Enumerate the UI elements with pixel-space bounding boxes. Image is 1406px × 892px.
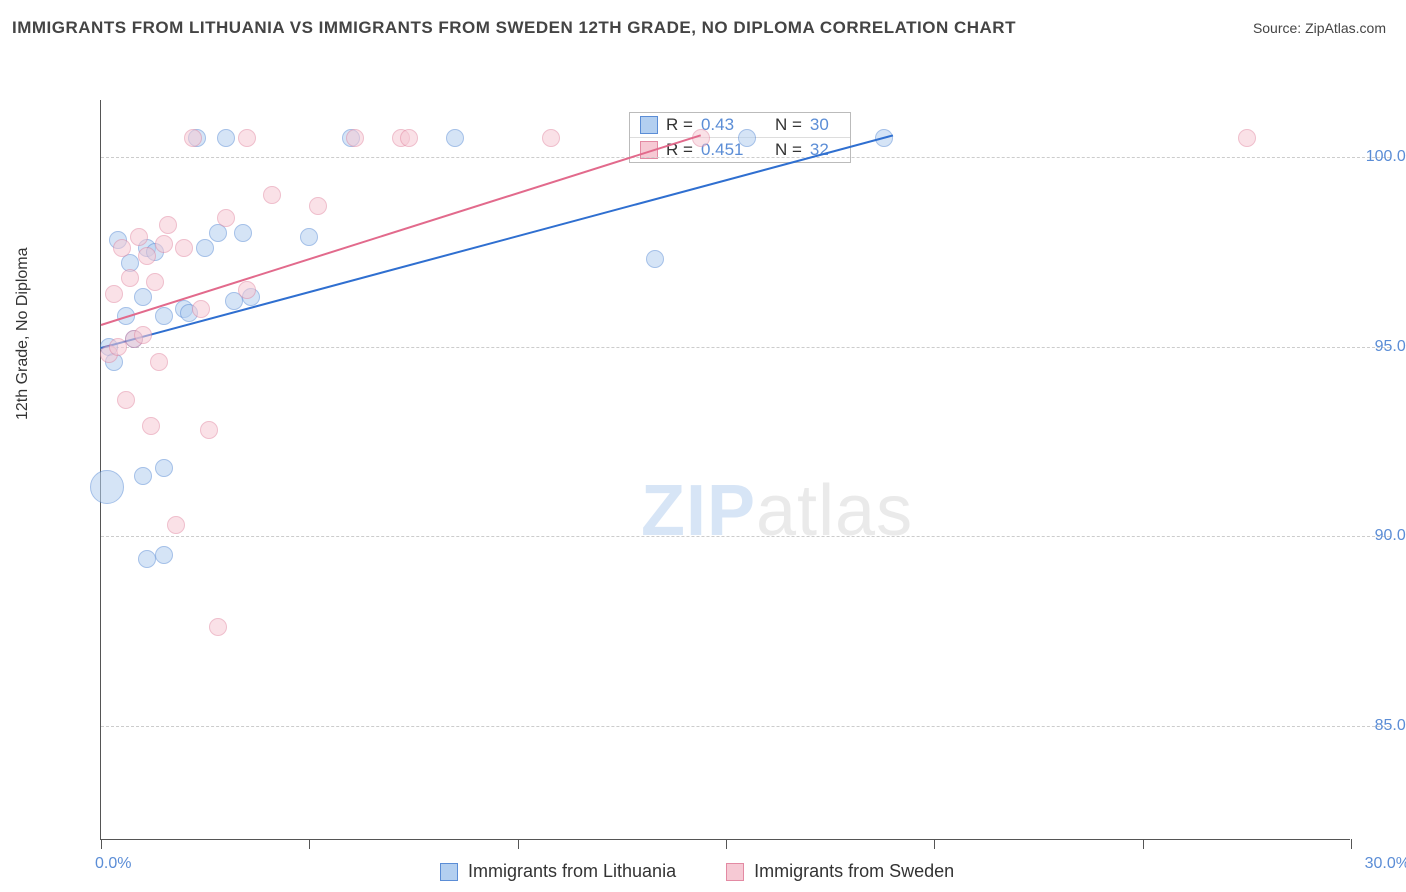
data-point [109,338,127,356]
data-point [138,550,156,568]
data-point [1238,129,1256,147]
data-point [159,216,177,234]
y-tick-label: 95.0% [1375,338,1406,356]
data-point [200,421,218,439]
x-tick [518,839,519,849]
data-point [346,129,364,147]
legend: Immigrants from Lithuania Immigrants fro… [440,861,954,882]
swatch-icon [640,116,658,134]
data-point [155,546,173,564]
y-tick-label: 90.0% [1375,527,1406,545]
x-axis-min-label: 0.0% [95,855,131,873]
data-point [217,129,235,147]
data-point [113,239,131,257]
data-point [184,129,202,147]
data-point [217,209,235,227]
data-point [117,391,135,409]
x-tick [1351,839,1352,849]
x-tick [101,839,102,849]
data-point [134,326,152,344]
gridline [101,157,1390,158]
legend-item-sweden: Immigrants from Sweden [726,861,954,882]
data-point [192,300,210,318]
x-tick [934,839,935,849]
data-point [146,273,164,291]
data-point [134,288,152,306]
data-point [738,129,756,147]
data-point [646,250,664,268]
x-tick [726,839,727,849]
data-point [238,281,256,299]
watermark-atlas: atlas [756,471,913,551]
data-point [155,459,173,477]
gridline [101,726,1390,727]
data-point [209,618,227,636]
data-point [167,516,185,534]
r-label: R = [666,115,693,135]
swatch-icon [726,863,744,881]
plot-area: ZIPatlas R = 0.43 N = 30 R = 0.451 N = 3… [100,100,1350,840]
data-point [238,129,256,147]
x-tick [1143,839,1144,849]
chart-area: ZIPatlas R = 0.43 N = 30 R = 0.451 N = 3… [50,50,1330,810]
data-point-large [90,470,124,504]
data-point [121,269,139,287]
data-point [155,235,173,253]
data-point [105,285,123,303]
y-axis-label: 12th Grade, No Diploma [14,247,32,420]
data-point [150,353,168,371]
legend-label: Immigrants from Lithuania [468,861,676,882]
data-point [138,247,156,265]
data-point [234,224,252,242]
x-tick [309,839,310,849]
chart-title: IMMIGRANTS FROM LITHUANIA VS IMMIGRANTS … [12,18,1016,38]
data-point [542,129,560,147]
y-tick-label: 85.0% [1375,717,1406,735]
data-point [130,228,148,246]
gridline [101,347,1390,348]
x-axis-max-label: 30.0% [1365,855,1406,873]
swatch-icon [440,863,458,881]
source-label: Source: ZipAtlas.com [1253,20,1386,36]
trend-line [101,134,702,326]
data-point [196,239,214,257]
data-point [134,467,152,485]
data-point [175,239,193,257]
watermark-zip: ZIP [641,471,756,551]
data-point [400,129,418,147]
n-value: 30 [810,115,840,135]
watermark: ZIPatlas [641,470,913,552]
legend-label: Immigrants from Sweden [754,861,954,882]
data-point [309,197,327,215]
y-tick-label: 100.0% [1366,148,1406,166]
data-point [155,307,173,325]
n-label: N = [775,115,802,135]
data-point [263,186,281,204]
gridline [101,536,1390,537]
data-point [446,129,464,147]
data-point [300,228,318,246]
data-point [142,417,160,435]
legend-item-lithuania: Immigrants from Lithuania [440,861,676,882]
